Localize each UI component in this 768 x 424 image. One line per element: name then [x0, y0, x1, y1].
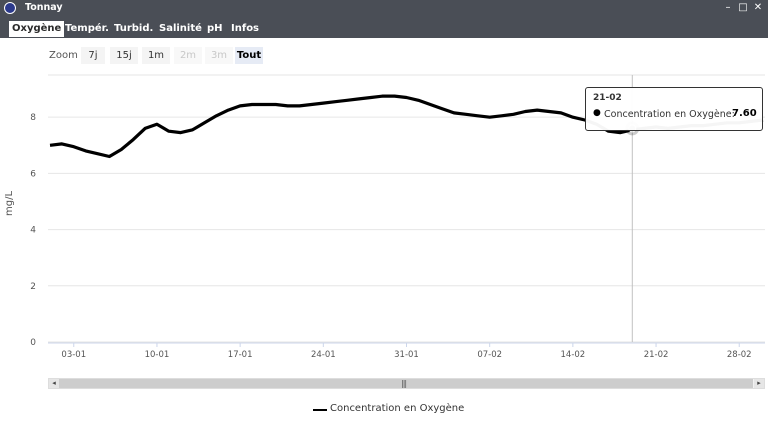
x-tick-label: 31-01 — [394, 350, 419, 360]
legend-line-swatch — [313, 409, 327, 411]
app-logo-icon — [4, 2, 16, 14]
maximize-button[interactable]: □ — [738, 2, 748, 13]
y-tick-label: 8 — [30, 113, 36, 123]
title-bar: Tonnay – □ ✕ — [0, 0, 768, 17]
tab-salinity[interactable]: Salinité — [159, 23, 202, 34]
tooltip-date: 21-02 — [593, 93, 622, 103]
x-tick-label: 17-01 — [228, 350, 253, 360]
y-tick-label: 6 — [30, 169, 36, 179]
tab-infos[interactable]: Infos — [231, 23, 260, 34]
oxygen-chart[interactable]: 0 2 4 6 8 03-01 10-01 17-01 24-01 31-01 07-02 14-02… — [0, 0, 768, 372]
y-tick-label: 4 — [30, 226, 36, 236]
zoom-7d-button[interactable]: 7j — [81, 47, 105, 64]
tab-ph[interactable]: pH — [207, 23, 223, 34]
x-tick-label: 03-01 — [61, 350, 86, 360]
x-tick-label: 28-02 — [727, 350, 752, 360]
zoom-all-button[interactable]: Tout — [235, 47, 263, 64]
x-tick-label: 21-02 — [644, 350, 669, 360]
tooltip-value: 7.60 — [732, 108, 757, 119]
scroll-right-arrow-icon[interactable]: ▸ — [754, 379, 764, 388]
tooltip-series-label: Concentration en Oxygène: — [604, 109, 735, 120]
x-tick-label: 10-01 — [145, 350, 170, 360]
x-tick-label: 07-02 — [477, 350, 502, 360]
zoom-15d-button[interactable]: 15j — [110, 47, 138, 64]
window-title: Tonnay — [25, 2, 63, 13]
zoom-2m-button[interactable]: 2m — [174, 47, 202, 64]
zoom-3m-button[interactable]: 3m — [205, 47, 233, 64]
zoom-label: Zoom — [49, 50, 78, 61]
navigator-scrollbar-thumb[interactable] — [59, 379, 753, 388]
tab-temperature[interactable]: Tempér. — [65, 23, 109, 34]
scroll-left-arrow-icon[interactable]: ◂ — [49, 379, 59, 388]
x-tick-label: 14-02 — [561, 350, 586, 360]
legend-series-label: Concentration en Oxygène — [330, 403, 465, 414]
y-tick-label: 0 — [30, 338, 36, 348]
minimize-button[interactable]: – — [725, 2, 731, 13]
close-button[interactable]: ✕ — [753, 2, 763, 13]
tab-oxygene[interactable]: Oxygène — [9, 21, 65, 37]
data-tooltip: 21-02 ● Concentration en Oxygène: 7.60 — [585, 87, 763, 131]
x-tick-label: 24-01 — [311, 350, 336, 360]
zoom-1m-button[interactable]: 1m — [142, 47, 170, 64]
scrollbar-grip-icon: ||| — [401, 379, 407, 388]
y-tick-label: 2 — [30, 282, 36, 292]
tab-turbidity[interactable]: Turbid. — [114, 23, 154, 34]
tab-bar: Oxygène Tempér. Turbid. Salinité pH Info… — [0, 17, 768, 38]
tooltip-series-marker: ● — [593, 108, 601, 118]
